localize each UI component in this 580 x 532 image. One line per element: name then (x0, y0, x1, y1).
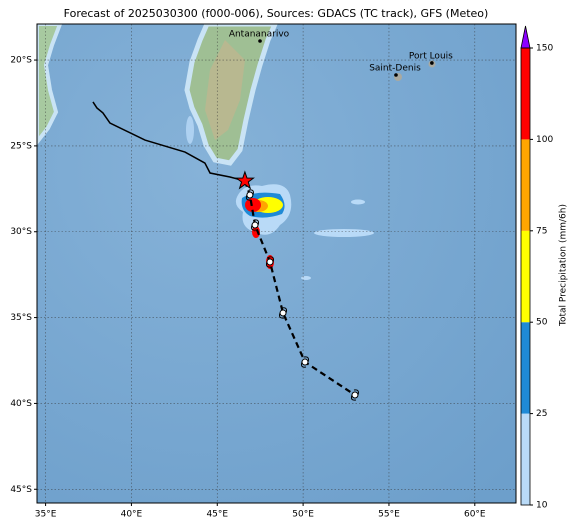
colorbar-segment (521, 230, 530, 323)
africa (37, 24, 63, 146)
y-tick-label: 20°S (10, 56, 32, 66)
city-label: Antananarivo (229, 29, 290, 39)
x-tick-label: 50°E (292, 510, 314, 520)
colorbar-tick-label: 10 (536, 501, 548, 511)
colorbar-tick-label: 50 (536, 318, 548, 328)
title: Forecast of 2025030300 (f000-006), Sourc… (64, 7, 489, 20)
highlands (205, 40, 245, 140)
colorbar-tick-label: 150 (536, 44, 553, 54)
colorbar-segment (521, 139, 530, 231)
y-tick-label: 30°S (10, 227, 32, 237)
cyclone-marker (245, 189, 254, 201)
colorbar-frame (520, 47, 531, 506)
map-frame (36, 23, 517, 504)
cyclone-eye (279, 309, 287, 317)
cyclone-eye (351, 391, 359, 399)
map: Antananarivo Port Louis Saint-Denis (37, 24, 516, 503)
x-tick-label: 40°E (121, 510, 143, 520)
cyclone-marker (301, 356, 309, 368)
cyclone-eye (251, 221, 259, 229)
x-tick-label: 55°E (378, 510, 400, 520)
colorbar-segment (521, 48, 530, 140)
city-dot (430, 61, 434, 65)
cyclone-marker (279, 307, 288, 319)
city-dot (258, 39, 262, 43)
cyclone-marker (251, 219, 260, 231)
colorbar-tick-label: 100 (536, 135, 553, 145)
y-tick-label: 35°S (10, 313, 32, 323)
colorbar-label: Total Precipitation (mm/6h) (559, 204, 569, 327)
city-label: Port Louis (409, 51, 453, 61)
precip-area (301, 276, 311, 280)
ocean (37, 24, 516, 503)
past-track (92, 101, 246, 182)
x-tick-label: 45°E (206, 510, 228, 520)
colorbar: 10 25 50 75 100 150 (520, 25, 553, 511)
precip-area (351, 199, 365, 205)
colorbar-tick-label: 75 (536, 226, 547, 236)
cyclone-eye (266, 258, 274, 266)
overlay: Antananarivo Port Louis Saint-Denis (37, 24, 516, 503)
current-position (234, 170, 255, 190)
cyclone-eye (301, 358, 309, 366)
colorbar-tick-label: 25 (536, 409, 547, 419)
colorbar-segment (521, 322, 530, 414)
precip-area (245, 198, 261, 212)
precip-area (186, 116, 194, 144)
city-dot (394, 73, 398, 77)
cyclone-eye (246, 191, 254, 199)
colorbar-extend (520, 25, 531, 49)
cyclone-marker (265, 256, 274, 268)
x-tick-label: 35°E (35, 510, 57, 520)
y-tick-label: 40°S (10, 399, 32, 409)
x-tick-label: 60°E (464, 510, 486, 520)
city-label: Saint-Denis (369, 63, 421, 73)
colorbar-segment (521, 413, 530, 505)
precip-area (314, 229, 374, 237)
cyclone-marker (350, 389, 359, 401)
y-tick-label: 45°S (10, 485, 32, 495)
y-tick-label: 25°S (10, 141, 32, 151)
